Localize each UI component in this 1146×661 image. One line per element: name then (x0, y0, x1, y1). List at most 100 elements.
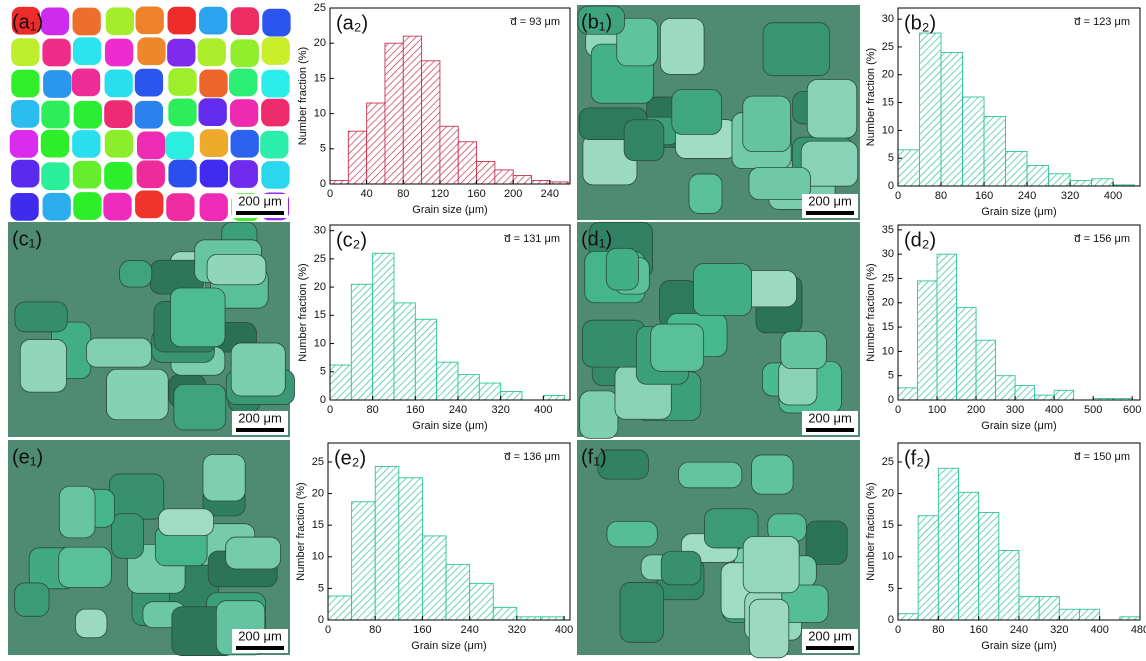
bar (1054, 390, 1074, 400)
x-tick-label: 240 (449, 404, 467, 416)
y-tick-label: 25 (882, 41, 894, 53)
y-axis-label: Number fraction (%) (865, 263, 877, 361)
y-tick-label: 25 (882, 456, 894, 468)
grain (261, 70, 289, 98)
grain (607, 521, 657, 546)
bar (351, 284, 372, 400)
grain (807, 79, 856, 138)
bar (493, 607, 517, 620)
panel-label: (b₁) (581, 11, 612, 33)
grain (15, 302, 67, 332)
grain (15, 583, 49, 616)
grain (200, 193, 228, 221)
grain (158, 509, 213, 536)
scale-bar-label: 200 μm (238, 193, 282, 208)
grain (75, 609, 106, 638)
grain (10, 130, 38, 158)
grain (749, 167, 810, 199)
bar (513, 176, 531, 184)
bar (979, 513, 999, 620)
grain (167, 39, 195, 67)
grain (672, 89, 722, 134)
x-tick-label: 0 (895, 404, 901, 416)
x-tick-label: 0 (327, 404, 333, 416)
x-axis-label: Grain size (μm) (981, 420, 1056, 432)
y-tick-label: 0 (318, 614, 324, 626)
grain (103, 193, 131, 221)
grain (620, 582, 663, 642)
bar (1035, 395, 1055, 400)
x-tick-label: 240 (541, 188, 559, 200)
y-axis-label: Number fraction (%) (865, 482, 877, 580)
bar (1092, 179, 1114, 186)
bar (898, 150, 920, 186)
grain (135, 101, 163, 129)
grain (72, 69, 100, 97)
grain (104, 100, 132, 128)
x-axis-label: Grain size (μm) (412, 204, 487, 216)
x-tick-label: 80 (932, 624, 944, 636)
grain (689, 174, 722, 213)
x-axis-label: Grain size (μm) (981, 640, 1056, 652)
x-tick-label: 400 (555, 624, 573, 636)
panel-label: (c₂) (336, 229, 367, 251)
grain (105, 130, 133, 158)
x-tick-label: 320 (1061, 190, 1079, 202)
grain (20, 339, 66, 392)
x-tick-label: 0 (895, 624, 901, 636)
micrograph: (a₁)200 μm (8, 5, 291, 221)
bar (1027, 165, 1049, 186)
grain (168, 68, 196, 96)
bar (348, 131, 366, 184)
grain (74, 101, 102, 129)
x-tick-label: 80 (367, 404, 379, 416)
grain (230, 160, 258, 188)
y-tick-label: 20 (314, 281, 326, 293)
x-axis-label: Grain size (μm) (981, 206, 1056, 218)
grain (229, 69, 257, 97)
grain (41, 8, 69, 36)
grain (679, 462, 742, 488)
y-tick-label: 30 (882, 248, 894, 260)
grain (624, 120, 664, 161)
x-tick-label: 80 (397, 188, 409, 200)
annotation: d̅ = 156 μm (1073, 233, 1130, 245)
y-tick-label: 5 (888, 582, 894, 594)
x-tick-label: 40 (361, 188, 373, 200)
panel-label: (e₁) (12, 446, 43, 468)
grain (199, 70, 227, 98)
bar (458, 142, 476, 184)
bar (898, 388, 918, 400)
bar (1049, 174, 1071, 186)
panel-label: (c₁) (12, 228, 42, 250)
grain (43, 70, 71, 98)
bar (422, 536, 446, 620)
y-tick-label: 5 (318, 582, 324, 594)
scale-bar-label: 200 μm (238, 628, 282, 643)
bar (959, 492, 979, 620)
grain (226, 537, 281, 569)
micrograph: (b₁)200 μm (577, 5, 860, 220)
grain (135, 69, 163, 97)
grain (743, 537, 799, 593)
x-tick-label: 240 (1018, 190, 1036, 202)
grain (199, 7, 227, 35)
x-tick-label: 160 (975, 190, 993, 202)
bar (938, 468, 958, 620)
grain (198, 38, 226, 66)
grain (136, 6, 164, 34)
y-tick-label: 25 (314, 2, 326, 14)
bar (479, 383, 500, 400)
grain (135, 191, 163, 219)
grain (72, 130, 100, 158)
y-tick-label: 10 (882, 124, 894, 136)
y-tick-label: 15 (882, 519, 894, 531)
grain (41, 162, 69, 190)
grain (59, 547, 112, 587)
grain (73, 37, 101, 65)
x-tick-label: 480 (1131, 624, 1146, 636)
y-tick-label: 0 (888, 394, 894, 406)
x-tick-label: 300 (1006, 404, 1024, 416)
x-tick-label: 240 (460, 624, 478, 636)
grain (43, 193, 71, 221)
